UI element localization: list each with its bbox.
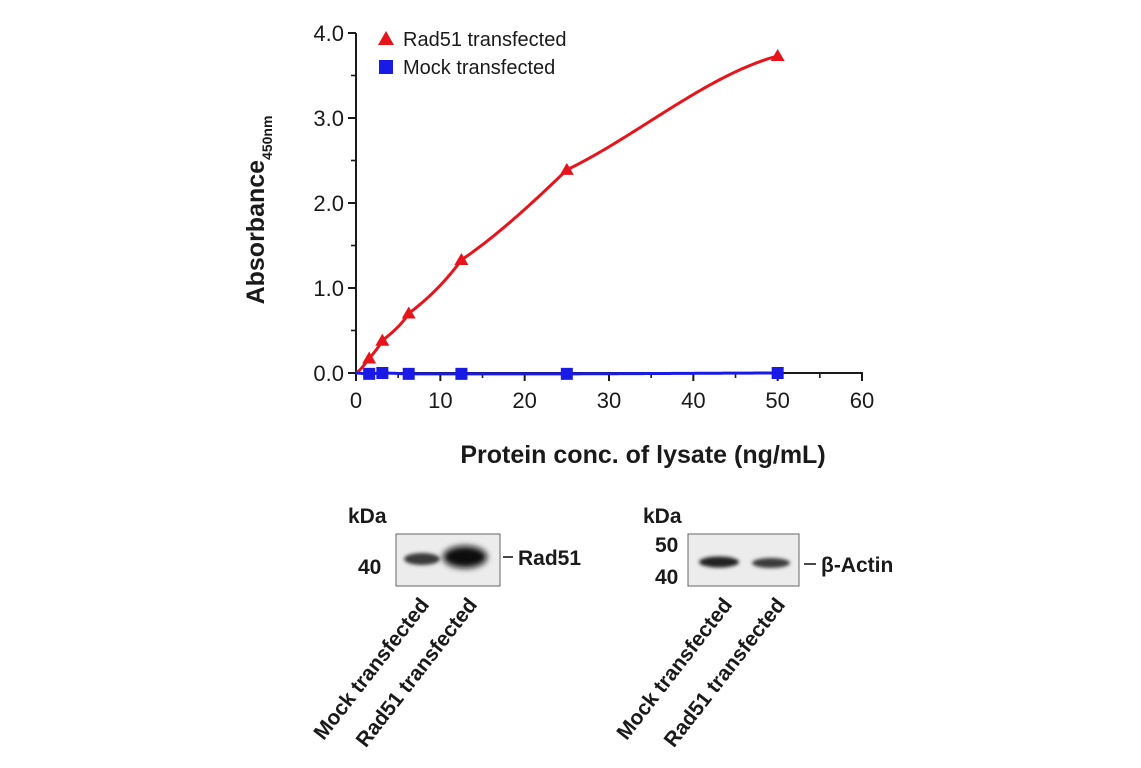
y-tick-label: 1.0: [313, 276, 344, 301]
chart-curves: [355, 54, 779, 376]
x-tick-label: 40: [681, 388, 705, 413]
x-tick-label: 0: [350, 388, 362, 413]
blot-target-label: β-Actin: [821, 554, 893, 577]
series-line-rad51: [355, 54, 779, 375]
data-point-rad51: [770, 48, 785, 61]
data-point-mock: [771, 367, 784, 379]
data-point-mock: [455, 367, 468, 380]
blot-target-label: Rad51: [518, 547, 581, 570]
blot-band-rad51: [752, 558, 790, 568]
y-axis-title: Absorbance450nm: [242, 116, 275, 305]
blot-marker-50: 50: [655, 534, 678, 557]
blot-band-mock: [404, 553, 440, 565]
data-point-rad51: [559, 162, 574, 175]
data-point-rad51: [375, 333, 390, 346]
data-point-mock: [560, 367, 573, 380]
legend-triangle-marker: [378, 31, 394, 45]
data-point-mock: [376, 367, 389, 379]
legend-label-mock: Mock transfected: [403, 57, 555, 79]
legend-label-rad51: Rad51 transfected: [403, 29, 566, 51]
chart-axes: 0 10 20 30 40 50 60 0.0 1.0 2.0 3.0 4.0: [313, 21, 874, 413]
y-axis-title-subscript: 450nm: [259, 116, 275, 160]
blot-kda-label: kDa: [643, 505, 682, 528]
y-tick-label: 0.0: [313, 361, 344, 386]
chart-legend: Rad51 transfected Mock transfected: [378, 29, 566, 79]
data-point-rad51: [401, 306, 416, 319]
data-point-rad51: [454, 252, 469, 265]
legend-square-marker: [379, 60, 393, 74]
data-point-mock: [402, 367, 415, 380]
y-tick-label: 4.0: [313, 21, 344, 46]
blot-band-rad51: [443, 546, 487, 568]
x-tick-label: 30: [597, 388, 621, 413]
x-tick-label: 10: [428, 388, 452, 413]
western-blot-beta-actin: kDa 50 40 β-Actin Mock transfected Rad51…: [612, 505, 893, 752]
y-tick-label: 3.0: [313, 106, 344, 131]
x-tick-label: 60: [850, 388, 874, 413]
x-tick-label: 50: [765, 388, 789, 413]
x-axis-title: Protein conc. of lysate (ng/mL): [460, 441, 825, 469]
blot-kda-label: kDa: [348, 505, 387, 528]
chart-markers: [362, 48, 785, 380]
data-point-rad51: [362, 351, 377, 364]
chart-plot-area: 0 10 20 30 40 50 60 0.0 1.0 2.0 3.0 4.0: [313, 21, 874, 413]
blot-band-mock: [699, 556, 739, 568]
blot-marker-40: 40: [358, 556, 381, 579]
data-point-mock: [363, 367, 376, 380]
blot-marker-40: 40: [655, 566, 678, 589]
western-blot-rad51: kDa 40 Rad51 Mock transfected Rad51 tran…: [309, 505, 581, 752]
y-axis-title-main: Absorbance: [242, 160, 270, 305]
x-tick-label: 20: [512, 388, 536, 413]
y-tick-label: 2.0: [313, 191, 344, 216]
